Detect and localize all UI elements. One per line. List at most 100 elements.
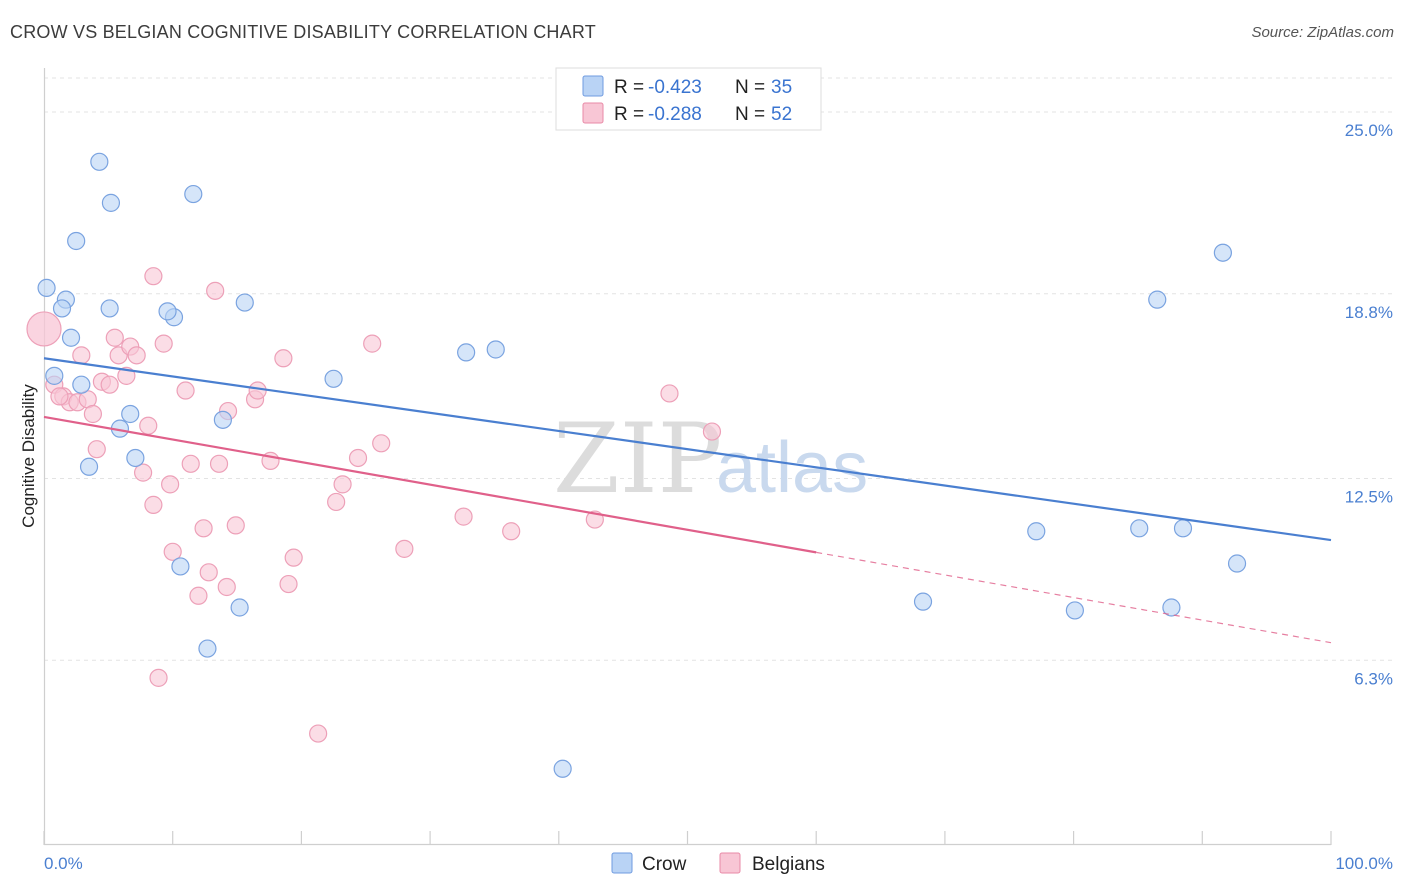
y-tick-label: 6.3% [1354,669,1393,688]
point-belgians [144,495,163,514]
point-belgians [163,542,182,561]
point-belgians [309,724,328,743]
bottom-legend-belgians: Belgians [752,854,825,875]
legend: R = -0.423 N = 35 R = -0.288 N = 52 [555,67,822,131]
point-crow [913,592,933,611]
legend-r-value-crow: -0.423 [648,77,702,98]
point-crow [1162,598,1181,617]
x-tick-label-max: 100.0% [1335,854,1393,873]
point-crow [235,293,254,312]
point-crow [184,184,203,204]
point-belgians [702,422,722,441]
trendline-belgians [43,415,817,554]
point-belgians [139,416,158,435]
point-belgians [161,475,180,494]
point-crow [213,410,232,429]
point-belgians [133,463,153,482]
y-tick-label: 25.0% [1345,121,1393,140]
point-crow [61,328,81,347]
watermark: ZIP atlas [553,403,868,515]
point-belgians [226,516,245,535]
legend-n-label-belgians: N = [735,104,765,125]
trendlines [43,357,1332,644]
point-belgians [100,375,119,394]
watermark-atlas: atlas [716,428,868,508]
point-crow [121,404,140,424]
point-belgians [149,668,168,687]
point-crow [72,375,91,394]
y-tick-label: 12.5% [1345,487,1393,506]
bottom-legend-swatch-crow [611,852,633,874]
legend-swatch-belgians [582,102,604,124]
point-crow [457,343,476,362]
point-belgians [217,577,236,597]
point-belgians [206,281,225,300]
point-belgians [348,448,368,468]
point-crow [79,457,99,476]
point-belgians [83,404,103,424]
point-crow [1173,519,1193,538]
point-belgians [274,349,293,368]
point-crow [1227,554,1247,573]
point-crow [90,152,109,171]
legend-n-value-crow: 35 [771,77,792,98]
gridlines [44,77,1394,661]
chart-title: CROW VS BELGIAN COGNITIVE DISABILITY COR… [10,22,596,42]
point-belgians [372,434,391,453]
point-crow [1027,522,1046,541]
bottom-legend-swatch-belgians [719,852,741,874]
point-belgians [660,384,679,403]
point-belgians [333,475,352,494]
point-belgians [105,328,124,347]
point-belgians [181,454,200,473]
series-crow [37,152,1247,778]
x-ticks [43,831,1332,845]
point-belgians [327,492,346,512]
point-belgians [395,539,414,558]
point-belgians [194,519,213,538]
point-belgians [209,454,229,473]
x-tick-label-min: 0.0% [44,854,83,873]
point-crow [158,302,177,321]
point-belgians [87,440,106,459]
legend-n-value-belgians: 52 [771,104,792,125]
watermark-zip: ZIP [553,403,722,515]
point-crow [324,369,343,388]
point-crow [1065,601,1084,620]
point-belgians [199,563,218,582]
point-crow [45,366,64,385]
point-belgians [189,586,208,605]
point-crow [486,340,505,359]
point-crow [67,231,86,251]
point-crow [1130,519,1149,538]
legend-r-value-belgians: -0.288 [648,104,702,125]
point-crow [230,598,249,617]
bottom-legend-crow: Crow [642,854,687,875]
point-crow [37,278,56,298]
legend-swatch-crow [582,75,604,97]
point-belgians [248,381,267,400]
point-crow [101,193,121,212]
point-belgians [72,346,91,365]
trendline-extension-belgians [816,551,1332,644]
point-crow [1213,243,1232,262]
point-crow [1148,290,1167,309]
point-crow [553,759,572,778]
legend-n-label-crow: N = [735,77,765,98]
point-belgians [454,507,473,526]
y-tick-label: 18.8% [1345,303,1393,322]
point-belgians [279,574,298,594]
bottom-legend: Crow Belgians [611,852,825,875]
trendline-crow [43,357,1332,542]
point-belgians [176,381,195,400]
point-crow [126,448,145,468]
y-tick-labels: 6.3% 12.5% 18.8% 25.0% [1345,121,1393,688]
point-belgians [363,334,382,353]
point-belgians [284,548,303,567]
source-label: Source: ZipAtlas.com [1251,24,1394,41]
point-crow [100,299,119,318]
point-belgians [127,346,146,365]
point-belgians [502,522,521,541]
point-crow [171,557,190,576]
